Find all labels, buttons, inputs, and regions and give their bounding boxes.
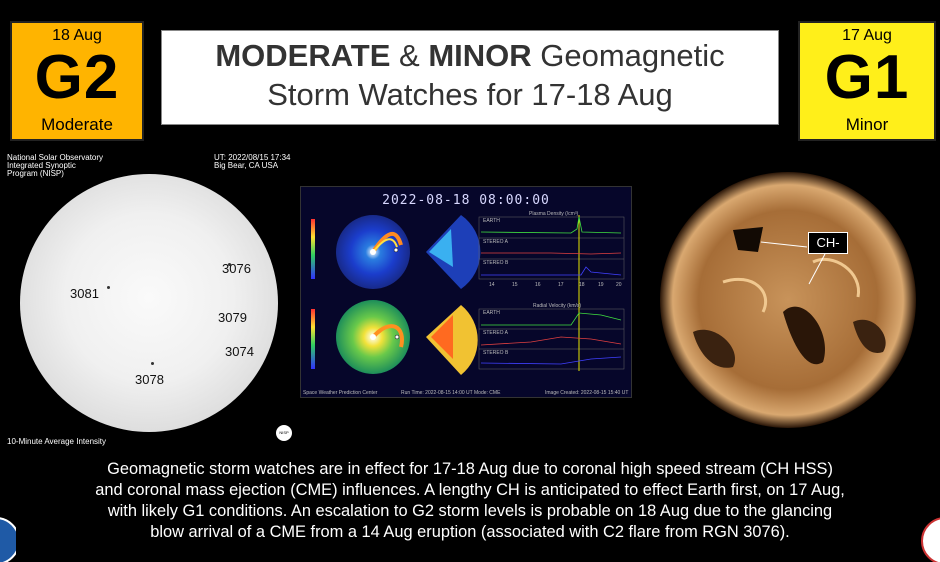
sun-white-light-image: National Solar Observatory Integrated Sy… bbox=[0, 150, 300, 448]
region-label: 3081 bbox=[70, 286, 99, 301]
title-line-2: Storm Watches for 17-18 Aug bbox=[267, 77, 673, 112]
x-tick: 18 bbox=[579, 282, 585, 288]
nisp-logo-icon: NISP bbox=[276, 425, 292, 441]
coronal-hole-label: CH- bbox=[808, 232, 848, 254]
velocity-title: Radial Velocity (km/s) bbox=[533, 303, 582, 309]
title-line-1: MODERATE & MINOR Geomagnetic bbox=[162, 37, 778, 75]
title-moderate: MODERATE bbox=[215, 38, 391, 73]
swpc-label: Space Weather Prediction Center bbox=[303, 390, 378, 396]
nws-logo-icon bbox=[921, 517, 940, 562]
x-tick: 17 bbox=[558, 282, 564, 288]
model-plots bbox=[311, 215, 625, 375]
description-line: blow arrival of a CME from a 14 Aug erup… bbox=[150, 523, 790, 541]
x-tick: 14 bbox=[489, 282, 495, 288]
density-title: Plasma Density (/cm³) bbox=[529, 211, 579, 217]
g1-date: 17 Aug bbox=[842, 27, 892, 44]
trace-label: EARTH bbox=[483, 310, 500, 316]
ut-label: UT: 2022/08/15 17:34 bbox=[214, 153, 291, 162]
region-label: 3074 bbox=[225, 344, 254, 359]
image-created-label: Image Created: 2022-08-15 15:40 UT bbox=[545, 390, 629, 396]
region-label: 3078 bbox=[135, 372, 164, 387]
sun-euv-disk bbox=[660, 172, 916, 428]
noaa-logo-icon bbox=[0, 517, 16, 562]
nso-label-2: Integrated Synoptic bbox=[7, 161, 76, 170]
description-line: with likely G1 conditions. An escalation… bbox=[107, 502, 833, 520]
x-tick: 20 bbox=[616, 282, 622, 288]
g2-date: 18 Aug bbox=[52, 27, 102, 44]
nso-label-1: National Solar Observatory bbox=[7, 153, 104, 162]
title-geomagnetic: Geomagnetic bbox=[531, 38, 725, 73]
region-label: 3076 bbox=[222, 261, 251, 276]
intensity-label: 10-Minute Average Intensity bbox=[7, 437, 107, 446]
page-title: MODERATE & MINOR Geomagnetic Storm Watch… bbox=[161, 30, 779, 125]
description-text: Geomagnetic storm watches are in effect … bbox=[20, 459, 920, 543]
description-line: Geomagnetic storm watches are in effect … bbox=[107, 460, 833, 478]
trace-label: STEREO B bbox=[483, 260, 509, 266]
nisp-logo-text: NISP bbox=[279, 430, 289, 435]
trace-label: STEREO A bbox=[483, 239, 509, 245]
location-label: Big Bear, CA USA bbox=[214, 161, 279, 170]
g2-word: Moderate bbox=[41, 115, 113, 134]
g1-badge: 17 Aug G1 Minor bbox=[798, 21, 936, 141]
x-tick: 15 bbox=[512, 282, 518, 288]
sun-euv-image bbox=[633, 172, 940, 434]
wsa-enlil-model-panel: 2022-08-18 08:00:00 bbox=[300, 186, 632, 398]
nso-label-3: Program (NISP) bbox=[7, 169, 64, 178]
run-time-label: Run Time: 2022-08-15 14:00 UT Mode: CME bbox=[401, 390, 501, 396]
trace-label: STEREO A bbox=[483, 330, 509, 336]
trace-label: EARTH bbox=[483, 218, 500, 224]
x-tick: 19 bbox=[598, 282, 604, 288]
title-amp: & bbox=[390, 38, 429, 73]
description-line: and coronal mass ejection (CME) influenc… bbox=[95, 481, 845, 499]
g2-badge: 18 Aug G2 Moderate bbox=[10, 21, 144, 141]
trace-label: STEREO B bbox=[483, 350, 509, 356]
g1-word: Minor bbox=[845, 115, 889, 134]
g1-level: G1 bbox=[824, 43, 910, 112]
sun-disk bbox=[20, 174, 278, 432]
x-tick: 16 bbox=[535, 282, 541, 288]
region-label: 3079 bbox=[218, 310, 247, 325]
title-minor: MINOR bbox=[428, 38, 532, 73]
g2-level: G2 bbox=[34, 43, 120, 112]
model-date: 2022-08-18 08:00:00 bbox=[382, 193, 550, 208]
